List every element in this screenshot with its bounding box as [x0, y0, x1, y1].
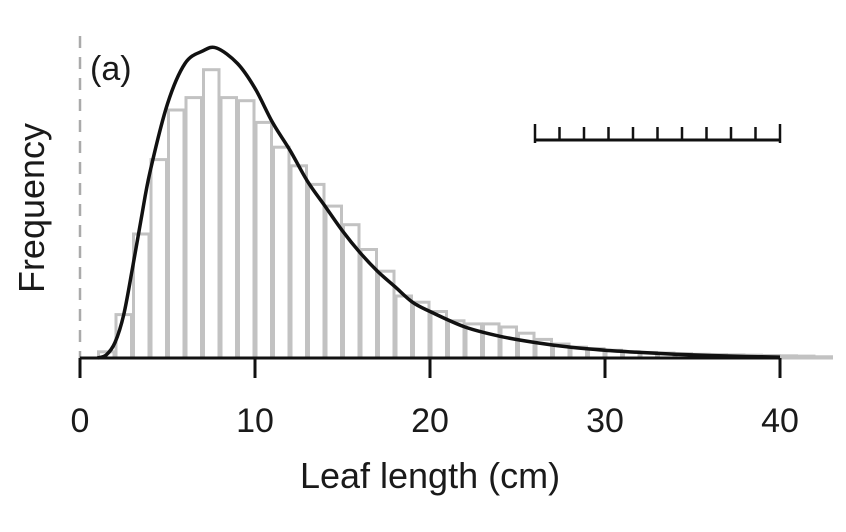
x-tick-label: 0	[71, 402, 90, 440]
histogram-bar	[219, 96, 238, 360]
histogram-bar	[149, 158, 168, 360]
histogram-bar	[237, 99, 256, 360]
histogram-bar	[307, 182, 326, 360]
x-axis: 0 10 20 30 40	[71, 356, 799, 440]
histogram-bars	[97, 68, 833, 360]
histogram-bar	[797, 354, 816, 360]
histogram-bar	[814, 355, 833, 360]
fitted-curve	[96, 45, 781, 360]
histogram-bar	[184, 96, 203, 360]
panel-label: (a)	[90, 50, 132, 88]
x-tick-label: 10	[236, 402, 274, 440]
y-axis-label: Frequency	[11, 123, 52, 293]
histogram-bar	[779, 354, 798, 360]
histogram-bar	[289, 164, 308, 360]
histogram-bar	[167, 108, 186, 360]
histogram-bar	[499, 325, 518, 360]
histogram-bar	[272, 145, 291, 360]
histogram-bar	[517, 331, 536, 360]
histogram-bar	[482, 322, 501, 360]
histogram-bar	[202, 68, 221, 360]
fitted-curve-line	[96, 45, 781, 360]
histogram-bar	[394, 294, 413, 360]
x-tick-label: 30	[586, 402, 624, 440]
histogram-bar	[254, 120, 273, 360]
x-tick-label: 40	[761, 402, 799, 440]
x-tick-label: 20	[411, 402, 449, 440]
scale-bar	[533, 124, 782, 143]
x-axis-label: Leaf length (cm)	[300, 455, 560, 496]
